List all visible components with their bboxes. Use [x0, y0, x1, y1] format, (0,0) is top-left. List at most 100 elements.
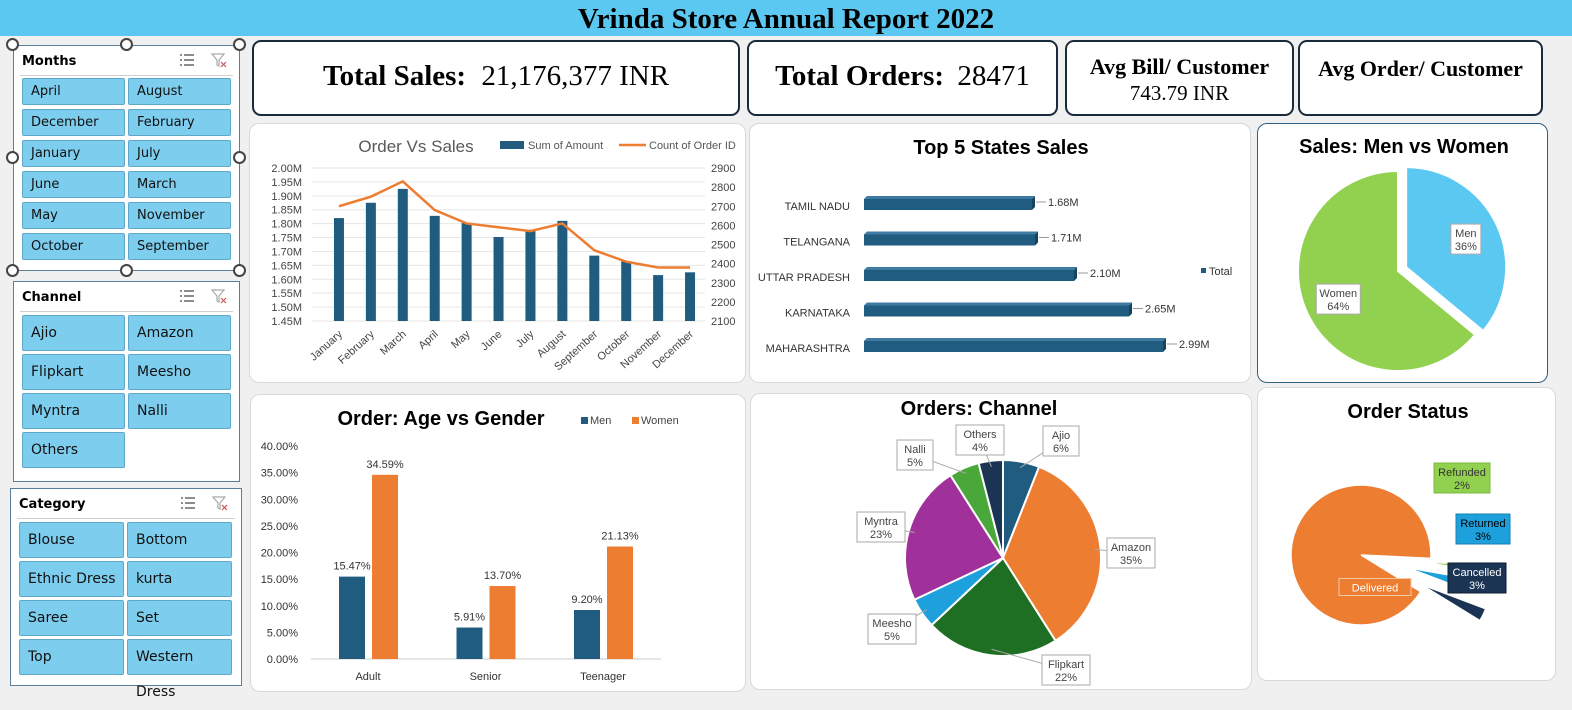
selection-handle[interactable]	[6, 151, 19, 164]
data-label-meesho-text: Meesho	[872, 618, 911, 630]
slicer-item-others[interactable]: Others	[22, 432, 125, 468]
slicer-item-saree[interactable]: Saree	[19, 600, 124, 636]
y-tick: 20.00%	[261, 548, 299, 560]
slicer-item-top[interactable]: Top	[19, 639, 124, 675]
multi-select-icon[interactable]	[178, 288, 196, 304]
data-label-flipkart-text: Flipkart	[1048, 659, 1084, 671]
slicer-item-june[interactable]: June	[22, 171, 125, 198]
slicer-item-set[interactable]: Set	[127, 600, 232, 636]
multi-select-icon[interactable]	[178, 52, 196, 68]
selection-handle[interactable]	[233, 38, 246, 51]
men-vs-women-card[interactable]: Sales: Men vs Women Men 36% Women 64%	[1257, 123, 1548, 383]
slicer-item-january[interactable]: January	[22, 140, 125, 167]
slicer-item-july[interactable]: July	[128, 140, 231, 167]
orders-channel-card[interactable]: Orders: Channel Ajio 6% Amazon 35% Flipkart 22…	[750, 393, 1252, 690]
bar-women-adult	[372, 474, 398, 659]
y-tick-right: 2600	[711, 220, 735, 232]
slicer-item-april[interactable]: April	[22, 78, 125, 105]
data-label-women-senior: 13.70%	[484, 570, 522, 582]
avg-order-label: Avg Order/ Customer	[1318, 56, 1523, 81]
y-tick-left: 1.85M	[271, 205, 302, 217]
clear-filter-icon[interactable]	[210, 52, 228, 68]
x-tick-may: May	[449, 328, 473, 351]
data-label-men-senior: 5.91%	[454, 612, 485, 624]
slicer-item-october[interactable]: October	[22, 233, 125, 260]
y-tick-left: 2.00M	[271, 163, 302, 175]
clear-filter-icon[interactable]	[211, 495, 229, 511]
y-tick: 25.00%	[261, 521, 299, 533]
slicer-item-western-dress[interactable]: Western Dress	[127, 639, 232, 700]
data-label-returned-text: Returned	[1460, 518, 1505, 530]
data-label-uttar-pradesh: 2.10M	[1090, 268, 1121, 280]
slicer-item-march[interactable]: March	[128, 171, 231, 198]
data-label-women-text: 64%	[1327, 301, 1349, 313]
x-tick-july: July	[514, 328, 537, 350]
bar-october	[621, 261, 632, 321]
slicer-item-november[interactable]: November	[128, 202, 231, 229]
channel-slicer-header: Channel	[22, 290, 82, 305]
slicer-item-december[interactable]: December	[22, 109, 125, 136]
channel-slicer[interactable]: Channel Ajio Amazon Flipkart Meesho Myntra Na…	[13, 281, 240, 482]
selection-handle[interactable]	[120, 38, 133, 51]
selection-handle[interactable]	[6, 264, 19, 277]
age-vs-gender-card[interactable]: Order: Age vs Gender Men Women 40.00% 35.00%…	[250, 394, 746, 692]
slice-others	[977, 458, 1004, 559]
slicer-item-bottom[interactable]: Bottom	[127, 522, 232, 558]
y-tick-right: 2900	[711, 163, 735, 175]
y-tick-left: 1.50M	[271, 302, 302, 314]
data-label-refunded-box	[1433, 462, 1491, 494]
bar-march	[397, 188, 408, 321]
legend-swatch-total	[1201, 268, 1206, 273]
selection-handle[interactable]	[233, 264, 246, 277]
y-tick-right: 2400	[711, 259, 735, 271]
slicer-item-meesho[interactable]: Meesho	[128, 354, 231, 390]
months-slicer[interactable]: Months April August December February Januar…	[13, 45, 240, 271]
bar-august	[557, 220, 568, 321]
y-label-maharashtra: MAHARASHTRA	[766, 343, 851, 355]
selection-handle[interactable]	[233, 151, 246, 164]
slicer-item-amazon[interactable]: Amazon	[128, 315, 231, 351]
top-states-card[interactable]: Top 5 States Sales TAMIL NADU 1.68M TELANGA…	[749, 123, 1251, 383]
data-label-ajio-box	[1042, 425, 1080, 457]
data-label-ajio-text: 6%	[1053, 443, 1069, 455]
bar-men-senior	[456, 627, 483, 659]
slicer-item-flipkart[interactable]: Flipkart	[22, 354, 125, 390]
selection-handle[interactable]	[120, 264, 133, 277]
x-tick-senior: Senior	[470, 671, 502, 683]
slicer-item-myntra[interactable]: Myntra	[22, 393, 125, 429]
clear-filter-icon[interactable]	[210, 288, 228, 304]
slicer-item-ethnic-dress[interactable]: Ethnic Dress	[19, 561, 124, 597]
x-tick-march: March	[378, 328, 409, 357]
multi-select-icon[interactable]	[179, 495, 197, 511]
months-slicer-header: Months	[22, 54, 77, 69]
slicer-item-nalli[interactable]: Nalli	[128, 393, 231, 429]
total-orders-value: 28471	[957, 60, 1030, 92]
slicer-item-blouse[interactable]: Blouse	[19, 522, 124, 558]
data-label-delivered-text: Delivered	[1352, 583, 1398, 595]
y-tick-left: 1.65M	[271, 260, 302, 272]
slicer-item-ajio[interactable]: Ajio	[22, 315, 125, 351]
data-label-women-box	[1315, 283, 1361, 315]
bar-top-maharashtra	[864, 338, 1166, 341]
category-slicer[interactable]: Category Blouse Bottom Ethnic Dress kurta Sa…	[10, 488, 242, 700]
data-label-refunded-text: Refunded	[1438, 467, 1486, 479]
order-status-card[interactable]: Order Status Delivered Refunded 2% Returned 3…	[1257, 387, 1556, 681]
bar-men-adult	[339, 576, 365, 659]
data-label-cancelled-text: 3%	[1469, 580, 1485, 592]
slicer-item-february[interactable]: February	[128, 109, 231, 136]
slicer-item-kurta[interactable]: kurta	[127, 561, 232, 597]
avg-bill-value: 743.79 INR	[1129, 81, 1230, 105]
bar-side-maharashtra	[1163, 338, 1166, 352]
slice-myntra	[904, 473, 1005, 602]
order-vs-sales-card[interactable]: Order Vs Sales Sum of Amount Count of Orde…	[249, 123, 746, 383]
slicer-item-august[interactable]: August	[128, 78, 231, 105]
slicer-item-september[interactable]: September	[128, 233, 231, 260]
slice-women	[1297, 169, 1477, 372]
selection-handle[interactable]	[6, 38, 19, 51]
y-tick-left: 1.45M	[271, 316, 302, 328]
y-label-uttar-pradesh: UTTAR PRADESH	[758, 272, 850, 284]
slicer-item-may[interactable]: May	[22, 202, 125, 229]
y-tick: 10.00%	[261, 601, 299, 613]
age-vs-gender-chart: Order: Age vs Gender Men Women 40.00% 35.00%…	[261, 408, 679, 683]
